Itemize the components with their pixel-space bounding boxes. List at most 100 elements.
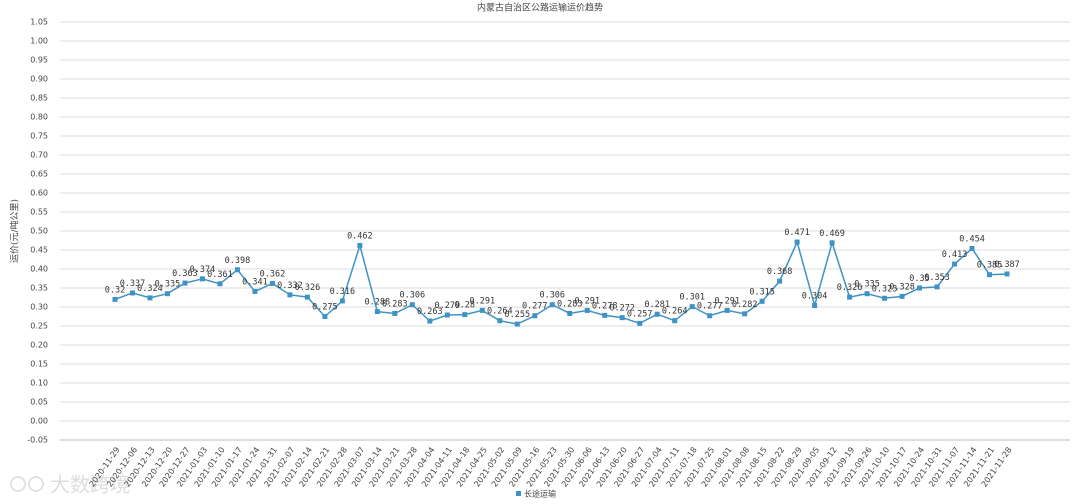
point <box>479 307 485 313</box>
point <box>129 290 135 296</box>
data-label: 0.361 <box>207 270 233 280</box>
data-label: 0.398 <box>225 256 251 266</box>
data-label: 0.277 <box>522 302 548 312</box>
point <box>164 291 170 297</box>
data-label: 0.454 <box>959 234 985 244</box>
y-tick-label: 0.25 <box>30 322 48 331</box>
data-label: 0.471 <box>784 228 810 238</box>
data-label: 0.278 <box>592 301 618 311</box>
data-label: 0.255 <box>504 310 530 320</box>
data-label: 0.291 <box>714 296 740 306</box>
data-label: 0.264 <box>487 307 513 317</box>
data-label: 0.387 <box>994 260 1020 270</box>
y-tick-label: 0.15 <box>30 360 48 369</box>
y-tick-label: -0.05 <box>27 436 48 445</box>
data-label: 0.385 <box>977 261 1003 271</box>
point <box>602 312 608 318</box>
data-label: 0.283 <box>557 299 583 309</box>
data-label: 0.413 <box>942 250 968 260</box>
data-label: 0.324 <box>137 284 163 294</box>
y-tick-label: 0.85 <box>30 94 48 103</box>
data-label: 0.288 <box>365 298 391 308</box>
data-label: 0.277 <box>697 302 723 312</box>
point <box>304 294 310 300</box>
point <box>637 320 643 326</box>
point <box>707 313 713 319</box>
data-label: 0.272 <box>609 304 635 314</box>
point <box>339 298 345 304</box>
chart-title: 内蒙古自治区公路运输运价趋势 <box>477 2 603 14</box>
y-tick-label: 0.20 <box>30 341 48 350</box>
point <box>689 304 695 310</box>
y-tick-label: 0.35 <box>30 284 48 293</box>
y-tick-label: 0.45 <box>30 246 48 255</box>
point <box>777 278 783 284</box>
point <box>217 281 223 287</box>
y-tick-label: 0.40 <box>30 265 48 274</box>
y-tick-label: 0.10 <box>30 379 48 388</box>
point <box>199 276 205 282</box>
legend-label: 长途运输 <box>524 489 556 499</box>
point <box>322 314 328 319</box>
point <box>532 313 538 319</box>
watermark-logo <box>10 476 44 492</box>
y-tick-label: 0.60 <box>30 189 48 198</box>
point <box>567 310 573 316</box>
data-label: 0.291 <box>574 296 600 306</box>
point <box>847 294 853 300</box>
y-tick-label: 0.30 <box>30 303 48 312</box>
line <box>114 239 1008 325</box>
point <box>514 321 520 327</box>
point <box>497 318 503 324</box>
point <box>969 245 975 251</box>
y-tick-label: 0.75 <box>30 132 48 141</box>
data-label: 0.337 <box>120 279 146 289</box>
data-label: 0.362 <box>260 269 286 279</box>
point <box>759 298 765 304</box>
point <box>462 312 468 318</box>
data-label: 0.335 <box>854 280 880 290</box>
point <box>864 291 870 297</box>
point <box>952 261 958 267</box>
data-label: 0.374 <box>190 265 216 275</box>
point <box>112 296 118 302</box>
y-tick-label: 0.65 <box>30 170 48 179</box>
y-tick-label: 1.00 <box>30 37 48 46</box>
point <box>392 310 398 316</box>
data-label: 0.306 <box>400 291 426 301</box>
point <box>724 307 730 313</box>
y-tick-label: 0.05 <box>30 398 48 407</box>
point <box>829 240 835 246</box>
data-label: 0.291 <box>469 296 495 306</box>
data-label: 0.335 <box>155 280 181 290</box>
point <box>444 312 450 318</box>
y-tick-label: 0.90 <box>30 75 48 84</box>
y-tick-label: 0.00 <box>30 417 48 426</box>
point <box>182 280 188 286</box>
data-label: 0.281 <box>644 300 670 310</box>
legend-marker <box>516 491 521 496</box>
data-label: 0.28 <box>455 301 475 311</box>
data-label: 0.275 <box>312 303 338 313</box>
point <box>147 295 153 301</box>
y-tick-label: 0.70 <box>30 151 48 160</box>
point <box>374 309 380 315</box>
point <box>269 280 275 286</box>
data-label: 0.263 <box>417 307 443 317</box>
point <box>742 311 748 317</box>
point <box>287 292 293 298</box>
point <box>584 307 590 313</box>
data-label: 0.301 <box>679 293 705 303</box>
data-label: 0.316 <box>330 287 356 297</box>
point <box>882 295 888 301</box>
point <box>899 293 905 299</box>
data-label: 0.257 <box>627 309 653 319</box>
data-label: 0.282 <box>732 300 758 310</box>
y-axis-label: 运价(元/吨公里) <box>9 199 21 263</box>
data-label: 0.323 <box>872 284 898 294</box>
data-label: 0.353 <box>924 273 950 283</box>
point <box>619 315 625 321</box>
point <box>917 285 923 291</box>
watermark: 大数跨境 <box>50 473 130 497</box>
